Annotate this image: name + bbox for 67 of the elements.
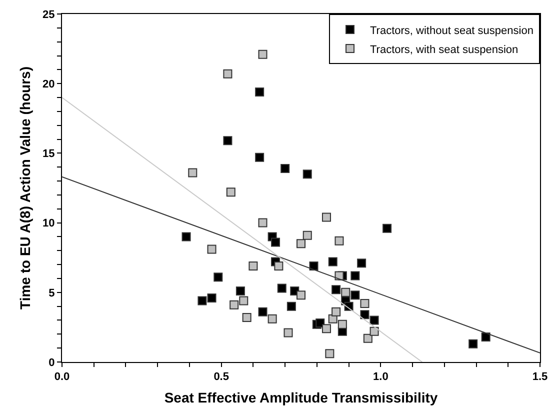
x-tick-label: 0.5 [214,371,229,384]
point [370,316,379,325]
point [302,230,312,240]
point [274,261,284,270]
point [258,307,268,316]
y-tick-label: 10 [42,218,55,230]
point [325,349,334,358]
point [207,244,216,254]
point [341,288,350,297]
y-tick-label: 20 [42,78,55,90]
point [363,334,372,343]
point [230,300,239,310]
point [207,293,216,302]
point [255,152,264,162]
point [332,307,341,316]
legend-label: Tractors, without seat suspension [370,24,534,37]
point [242,312,252,322]
point [188,168,198,178]
x-tick-label: 1.0 [373,371,388,384]
y-axis-title: Time to EU A(8) Action Value (hours) [17,66,34,310]
point [370,326,379,336]
point [258,50,268,59]
point [302,170,312,179]
point [334,271,344,280]
y-tick-label: 0 [48,356,55,369]
point [360,310,370,320]
point [382,224,392,233]
point [286,302,296,311]
point [271,238,280,247]
point [268,314,277,324]
point [182,232,191,242]
point [255,87,264,96]
point [338,320,347,329]
point [360,299,370,308]
point [198,296,207,306]
x-tick-label: 0.0 [54,371,70,384]
point [214,272,223,282]
point [239,296,248,306]
x-tick-label: 1.5 [532,371,548,384]
point [226,188,236,197]
point [284,328,293,338]
y-tick-label: 25 [42,8,55,21]
y-tick-label: 5 [48,287,55,300]
y-tick-label: 15 [42,148,55,160]
point [296,239,306,248]
point [280,164,290,174]
point [350,271,360,280]
point [357,258,366,268]
point [334,236,344,246]
point [322,324,331,334]
point [236,286,245,296]
point [223,136,232,146]
point [468,339,478,348]
point [258,218,268,228]
point [332,285,341,294]
point [248,261,258,270]
point [481,332,490,342]
point [328,257,338,266]
x-axis-title: Seat Effective Amplitude Transmissibility [164,390,438,406]
point [309,261,318,270]
point [322,212,331,222]
point [296,290,306,300]
point [277,284,286,293]
legend-label: Tractors, with seat suspension [370,44,518,56]
point [350,290,360,300]
point [316,318,325,328]
point [223,69,232,78]
